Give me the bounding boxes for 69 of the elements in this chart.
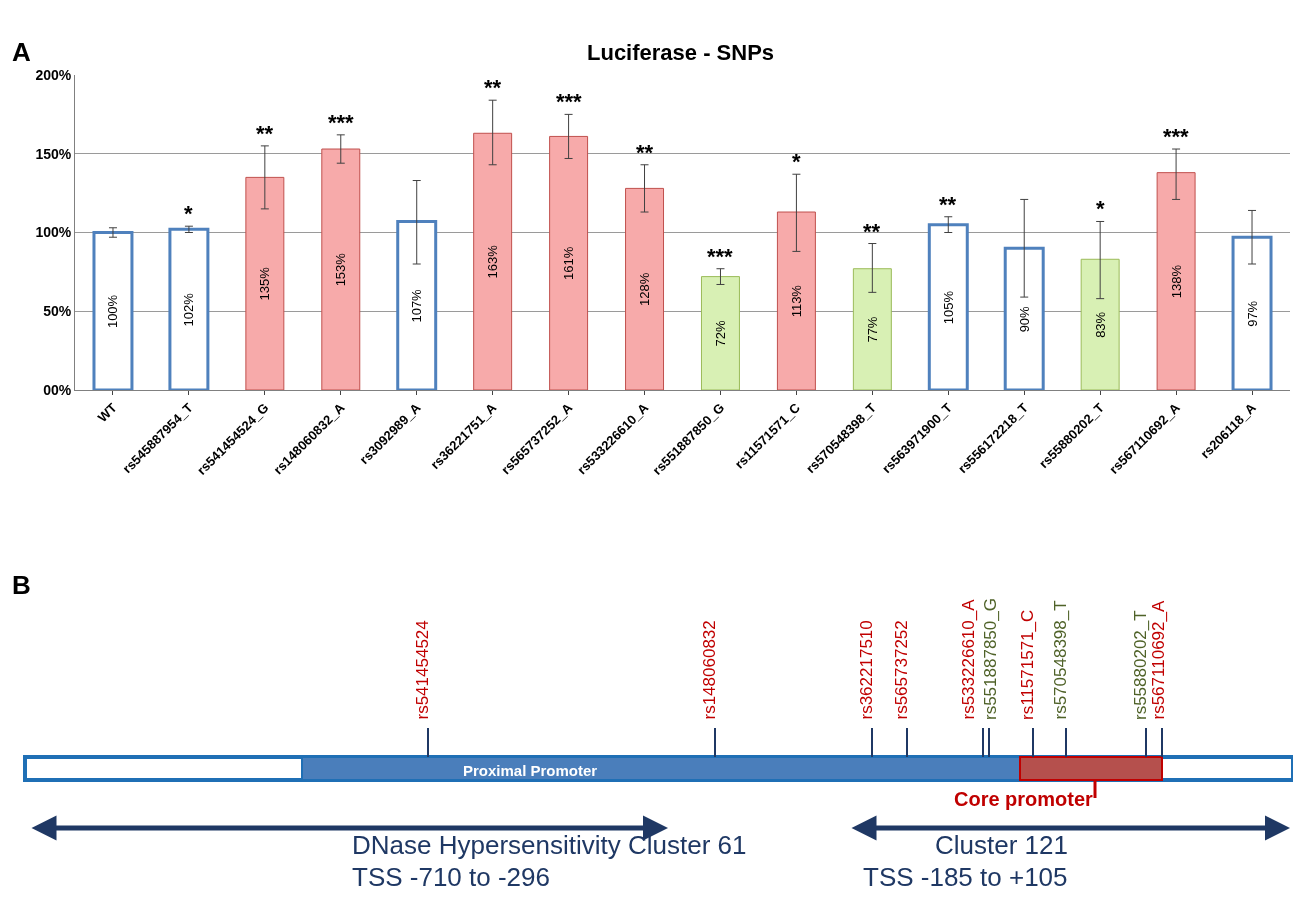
annotation: ***	[707, 244, 734, 269]
annotation: **	[484, 75, 502, 100]
annotation: ***	[556, 89, 583, 114]
bar	[1003, 246, 1045, 390]
text: rs362217510	[856, 620, 876, 720]
data-label: 113%	[788, 284, 804, 318]
bar	[700, 276, 740, 390]
text: rs551887850_G	[981, 598, 1000, 720]
data-label: 102%	[181, 292, 197, 327]
data-label: 163%	[485, 244, 501, 279]
bar	[776, 211, 816, 390]
chart-title: Luciferase - SNPs	[587, 40, 775, 65]
data-label: 77%	[864, 316, 880, 343]
text: rs565737252	[891, 620, 911, 720]
text: TSS -185 to +105	[863, 862, 1068, 892]
y-tick-label: 50%	[43, 303, 72, 320]
data-label: 138%	[1168, 264, 1184, 299]
annotation: *	[1096, 196, 1105, 221]
bar	[852, 268, 892, 390]
bar	[1156, 172, 1196, 390]
bar	[473, 132, 513, 390]
bar	[1231, 235, 1273, 390]
data-label: 97%	[1244, 300, 1260, 327]
text: rs567110692_A	[1148, 600, 1168, 720]
annotation: ***	[328, 110, 355, 135]
text: DNase Hypersensitivity Cluster 61	[352, 830, 747, 860]
data-label: 72%	[712, 320, 728, 347]
annotation: *	[792, 149, 801, 174]
bar	[549, 135, 589, 390]
bar	[625, 187, 665, 390]
text: rs570548398_T	[1050, 600, 1070, 720]
annotation: *	[184, 201, 193, 226]
data-label: 105%	[940, 290, 956, 325]
bar	[168, 227, 210, 390]
annotation: **	[636, 140, 654, 165]
y-tick-label: 00%	[43, 381, 72, 398]
text: Proximal Promoter	[463, 762, 598, 779]
annotation: **	[256, 121, 274, 146]
data-label: 128%	[637, 272, 653, 307]
annotation: **	[939, 192, 957, 217]
data-label: 90%	[1016, 305, 1032, 333]
bar	[92, 231, 134, 390]
bar	[245, 176, 285, 390]
bar	[396, 219, 438, 390]
data-label: 83%	[1092, 311, 1108, 338]
bar	[1080, 258, 1120, 390]
data-label: 153%	[333, 252, 349, 287]
bar	[927, 223, 969, 390]
bar	[321, 148, 361, 390]
y-tick-label: 100%	[35, 224, 72, 241]
data-label: 100%	[105, 294, 121, 329]
text: rs55880202_T	[1131, 610, 1150, 720]
y-tick-label: 200%	[35, 66, 72, 83]
annotation: ***	[1163, 124, 1190, 149]
text: rs533226610_A	[958, 598, 978, 720]
text: rs11571571_C	[1018, 609, 1037, 720]
text: Cluster 121	[935, 830, 1068, 860]
text: A	[12, 37, 31, 67]
data-label: 107%	[409, 288, 425, 323]
x-tick-label: WT	[94, 400, 120, 426]
data-label: 161%	[561, 246, 577, 281]
text: rs148060832	[699, 620, 719, 720]
annotation: **	[863, 219, 881, 244]
text: B	[12, 570, 31, 600]
data-label: 135%	[257, 266, 273, 301]
y-tick-label: 150%	[35, 145, 72, 162]
text: rs541454524	[412, 620, 432, 720]
text: Core promoter	[954, 788, 1094, 810]
text: TSS -710 to -296	[352, 862, 550, 892]
